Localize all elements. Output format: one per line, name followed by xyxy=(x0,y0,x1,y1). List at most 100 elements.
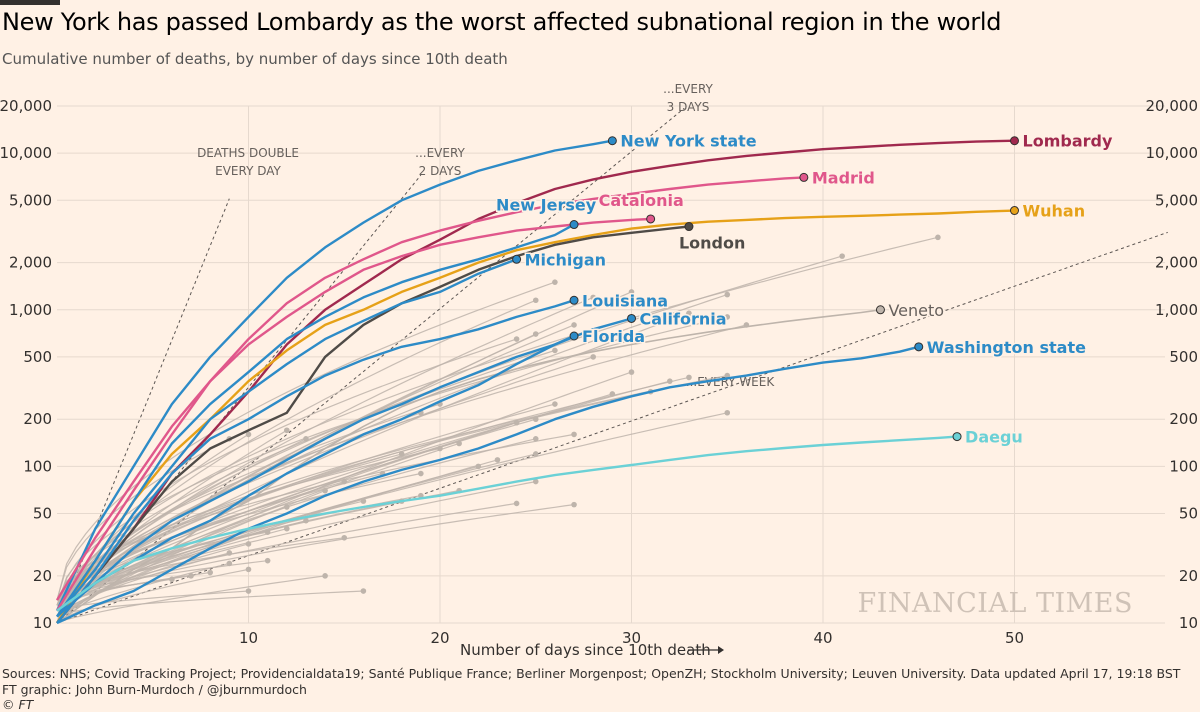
other-region-endpoint xyxy=(513,500,520,507)
x-tick-label: 10 xyxy=(239,629,258,647)
y-tick-label-left: 50 xyxy=(33,505,52,523)
other-region-line xyxy=(56,459,498,617)
reference-line xyxy=(56,198,230,624)
series-endpoint-lombardy xyxy=(1010,136,1019,146)
other-region-endpoint xyxy=(628,369,635,375)
series-endpoint-catalonia xyxy=(646,214,656,224)
x-tick-label: 40 xyxy=(813,629,832,647)
series-line-catalonia xyxy=(55,217,651,612)
other-region-line xyxy=(56,338,517,611)
other-region-endpoint xyxy=(532,478,539,485)
series-endpoint-florida xyxy=(569,331,579,341)
series-label-florida: Florida xyxy=(582,327,645,346)
other-region-endpoint xyxy=(935,234,941,241)
series-label-michigan: Michigan xyxy=(525,250,606,269)
other-region-endpoint xyxy=(513,419,520,426)
other-region-endpoint xyxy=(284,525,290,532)
other-region-endpoint xyxy=(322,487,328,494)
footer-copyright: © FT xyxy=(2,697,34,712)
other-region-endpoint xyxy=(284,427,290,434)
series-line-lombardy xyxy=(56,139,1015,624)
highlighted-series: Veneto Lombardy New York state Madrid Catalo… xyxy=(55,130,1114,625)
other-region-endpoint xyxy=(245,566,252,573)
other-region-endpoint xyxy=(207,569,213,576)
other-region-endpoint xyxy=(724,409,731,416)
other-region-endpoint xyxy=(724,372,731,379)
series-label-london: London xyxy=(679,234,745,253)
series-endpoint-daegu xyxy=(952,432,962,442)
reference-label: ...EVERY xyxy=(415,146,465,160)
series-endpoint-california xyxy=(627,313,636,323)
series-endpoint-veneto xyxy=(875,305,885,315)
y-tick-label-right: 10 xyxy=(1179,614,1198,632)
other-region-endpoint xyxy=(418,470,424,477)
series-label-daegu: Daegu xyxy=(965,428,1023,447)
other-region-line xyxy=(56,375,728,617)
other-region-endpoint xyxy=(590,294,596,301)
other-region-endpoint xyxy=(839,253,845,259)
y-tick-label-right: 20 xyxy=(1179,567,1198,585)
reference-label: 3 DAYS xyxy=(667,100,710,114)
other-region-endpoint xyxy=(264,529,271,535)
other-region-endpoint xyxy=(686,310,692,317)
other-region-endpoint xyxy=(667,378,673,384)
other-region-endpoint xyxy=(571,322,577,328)
other-region-endpoint xyxy=(284,504,290,510)
y-tick-label-right: 5,000 xyxy=(1155,191,1198,209)
series-line-madrid xyxy=(55,176,804,601)
y-tick-label-right: 50 xyxy=(1179,505,1198,523)
series-endpoint-michigan xyxy=(512,254,522,264)
other-region-lines xyxy=(56,234,941,624)
ft-brand-tab xyxy=(0,0,60,5)
series-line-new-jersey xyxy=(56,223,575,618)
other-region-endpoint xyxy=(245,431,252,438)
series-line-michigan xyxy=(56,258,518,618)
other-region-endpoint xyxy=(245,541,252,547)
other-region-endpoint xyxy=(532,416,539,423)
other-region-endpoint xyxy=(552,401,558,407)
y-tick-label-left: 200 xyxy=(23,410,52,428)
other-region-line xyxy=(56,472,383,606)
series-line-california xyxy=(56,317,632,612)
series-endpoint-new-york-state xyxy=(607,136,617,146)
other-region-endpoint xyxy=(532,436,539,442)
other-region-endpoint xyxy=(398,451,405,457)
other-region-endpoint xyxy=(494,457,501,463)
other-region-endpoint xyxy=(552,347,558,354)
other-region-line xyxy=(56,504,575,606)
reference-label: DEATHS DOUBLE xyxy=(197,146,299,160)
other-region-endpoint xyxy=(341,478,348,485)
series-endpoint-madrid xyxy=(799,172,809,182)
other-region-endpoint xyxy=(264,557,271,564)
y-tick-label-right: 200 xyxy=(1169,410,1198,428)
other-region-endpoint xyxy=(303,517,309,524)
series-line-louisiana xyxy=(56,299,575,624)
other-region-endpoint xyxy=(571,431,577,438)
other-region-endpoint xyxy=(724,314,731,320)
other-region-endpoint xyxy=(532,331,539,337)
series-label-madrid: Madrid xyxy=(812,168,875,187)
other-region-endpoint xyxy=(532,297,539,304)
chart-subtitle: Cumulative number of deaths, by number o… xyxy=(2,50,508,68)
series-line-new-york-state xyxy=(55,139,613,612)
series-line-wuhan xyxy=(55,209,1015,624)
y-tick-label-left: 5,000 xyxy=(9,191,52,209)
y-tick-label-right: 20,000 xyxy=(1146,97,1199,115)
series-label-california: California xyxy=(640,309,727,328)
series-label-lombardy: Lombardy xyxy=(1023,132,1113,151)
other-region-endpoint xyxy=(322,573,328,579)
footer-sources: Sources: NHS; Covid Tracking Project; Pr… xyxy=(2,666,1181,681)
other-region-endpoint xyxy=(513,336,520,342)
other-region-endpoint xyxy=(552,279,558,285)
reference-line xyxy=(56,231,1168,624)
series-line-veneto xyxy=(56,309,881,624)
other-region-endpoint xyxy=(303,436,309,442)
series-label-wuhan: Wuhan xyxy=(1023,202,1086,221)
series-line-london xyxy=(56,225,690,624)
x-tick-label: 50 xyxy=(1005,629,1024,647)
reference-label: ...EVERY xyxy=(663,82,713,96)
other-region-line xyxy=(56,537,345,606)
other-region-endpoint xyxy=(724,291,731,298)
other-region-endpoint xyxy=(686,374,692,381)
